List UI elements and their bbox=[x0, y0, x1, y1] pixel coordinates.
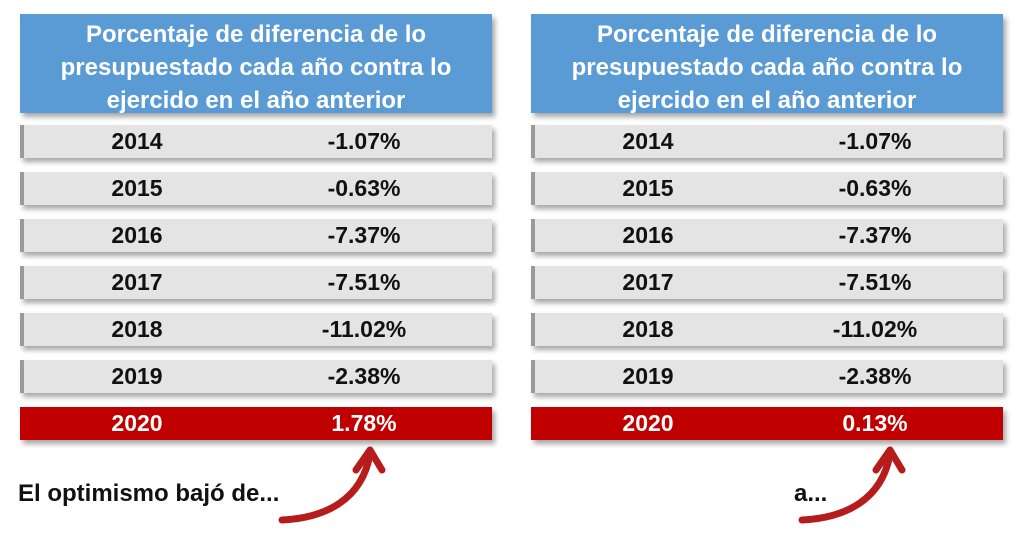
table-row: 2018 -11.02% bbox=[20, 313, 492, 346]
value-cell: -1.07% bbox=[327, 128, 401, 154]
curved-arrow-icon bbox=[278, 446, 386, 524]
value-cell: -2.38% bbox=[838, 363, 912, 389]
table-row-highlight: 2020 0.13% bbox=[531, 407, 1003, 440]
value-cell: -7.51% bbox=[327, 269, 401, 295]
table-row: 2014 -1.07% bbox=[531, 125, 1003, 158]
table-row: 2014 -1.07% bbox=[20, 125, 492, 158]
year-cell: 2016 bbox=[622, 222, 674, 248]
value-cell: 0.13% bbox=[842, 410, 908, 436]
value-cell: -1.07% bbox=[838, 128, 912, 154]
year-cell: 2015 bbox=[622, 175, 674, 201]
table-row: 2015 -0.63% bbox=[20, 172, 492, 205]
value-cell: -0.63% bbox=[838, 175, 912, 201]
value-cell: -11.02% bbox=[832, 316, 918, 342]
year-cell: 2017 bbox=[111, 269, 163, 295]
year-cell: 2017 bbox=[622, 269, 674, 295]
table-title: Porcentaje de diferencia de lo presupues… bbox=[531, 14, 1003, 114]
table-title: Porcentaje de diferencia de lo presupues… bbox=[20, 14, 492, 114]
year-cell: 2020 bbox=[622, 410, 674, 436]
table-row: 2016 -7.37% bbox=[20, 219, 492, 252]
year-cell: 2019 bbox=[111, 363, 163, 389]
caption-left: El optimismo bajó de... bbox=[18, 480, 280, 507]
table-row: 2017 -7.51% bbox=[531, 266, 1003, 299]
value-cell: -0.63% bbox=[327, 175, 401, 201]
year-cell: 2016 bbox=[111, 222, 163, 248]
table-row: 2019 -2.38% bbox=[531, 360, 1003, 393]
value-cell: -11.02% bbox=[321, 316, 407, 342]
year-cell: 2014 bbox=[111, 128, 163, 154]
year-cell: 2018 bbox=[622, 316, 674, 342]
table-row-highlight: 2020 1.78% bbox=[20, 407, 492, 440]
caption-right: a... bbox=[794, 480, 828, 507]
table-row: 2018 -11.02% bbox=[531, 313, 1003, 346]
year-cell: 2018 bbox=[111, 316, 163, 342]
value-cell: -7.37% bbox=[327, 222, 401, 248]
table-row: 2016 -7.37% bbox=[531, 219, 1003, 252]
value-cell: 1.78% bbox=[331, 410, 397, 436]
curved-arrow-icon bbox=[798, 446, 906, 524]
table-row: 2019 -2.38% bbox=[20, 360, 492, 393]
table-right: Porcentaje de diferencia de lo presupues… bbox=[531, 14, 1003, 454]
year-cell: 2015 bbox=[111, 175, 163, 201]
value-cell: -2.38% bbox=[327, 363, 401, 389]
table-row: 2017 -7.51% bbox=[20, 266, 492, 299]
year-cell: 2019 bbox=[622, 363, 674, 389]
value-cell: -7.37% bbox=[838, 222, 912, 248]
year-cell: 2014 bbox=[622, 128, 674, 154]
year-cell: 2020 bbox=[111, 410, 163, 436]
table-row: 2015 -0.63% bbox=[531, 172, 1003, 205]
value-cell: -7.51% bbox=[838, 269, 912, 295]
table-left: Porcentaje de diferencia de lo presupues… bbox=[20, 14, 492, 454]
